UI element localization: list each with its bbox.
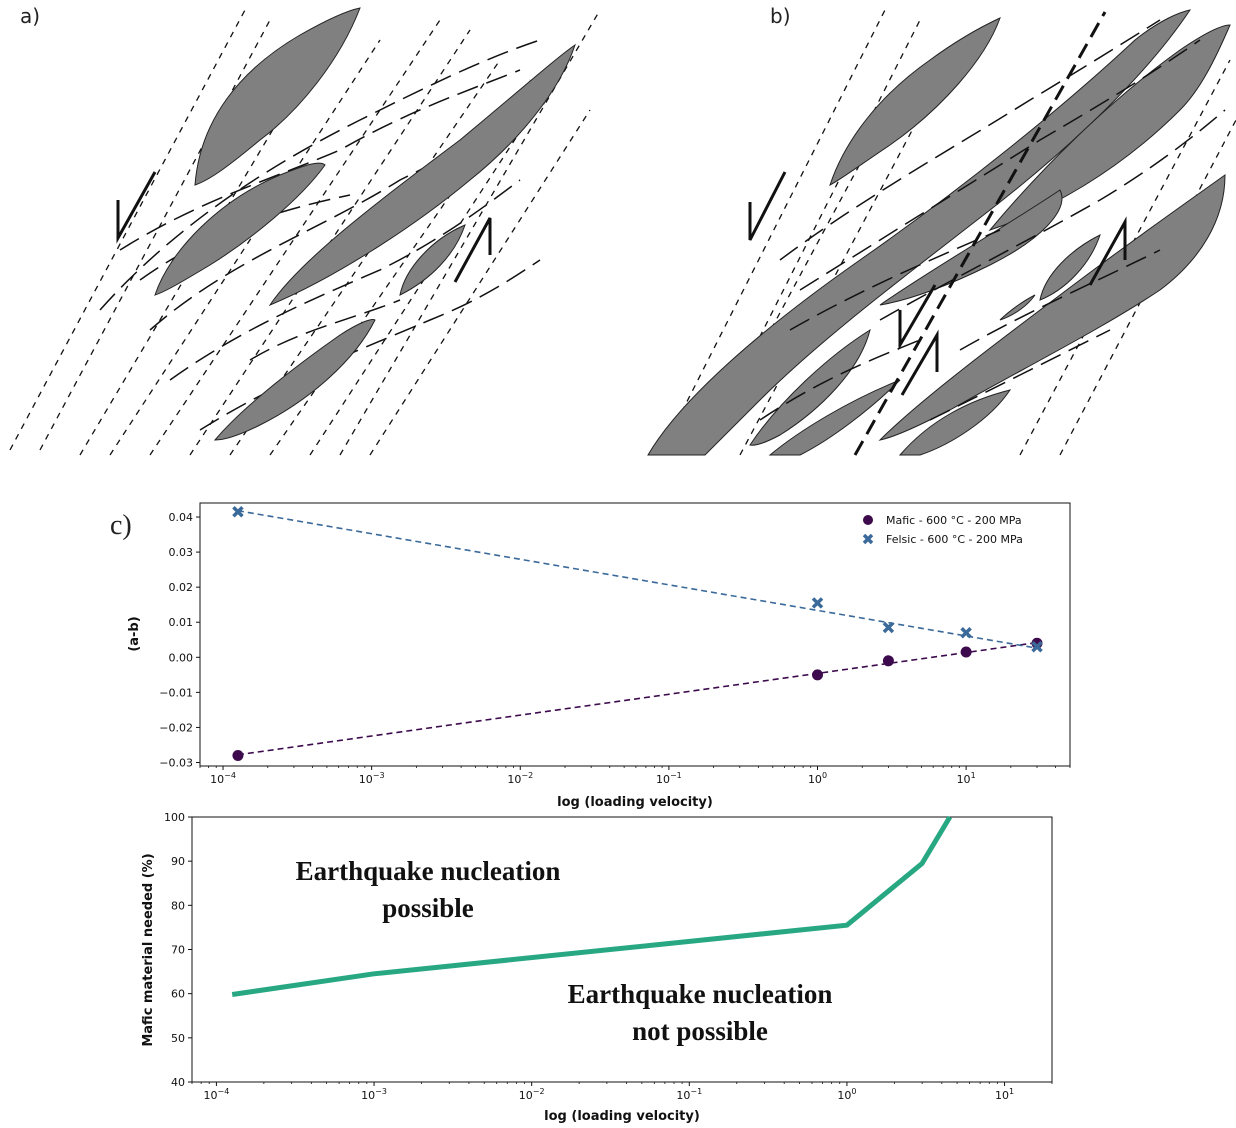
felsic-point-3 [960,627,972,639]
mafic-point-0 [232,749,244,761]
top-xtick-label-3: 10−1 [656,771,682,786]
mafic-point-1 [811,669,823,681]
shear-sense-arrows-a [116,171,492,283]
legend-felsic-label: Felsic - 600 °C - 200 MPa [886,533,1023,546]
y-axis-label-top: (a-b) [127,616,142,651]
mafic-point-2 [882,655,894,667]
region-possible-line2: possible [382,893,474,923]
panel-a-label: a) [20,4,41,28]
top-ytick-label-1: 0.03 [169,546,194,559]
top-ytick-label-2: 0.02 [169,581,194,594]
bot-xtick-label-0: 10−4 [204,1087,230,1102]
x-axis-label-bottom: log (loading velocity) [544,1109,700,1124]
shear-zone-sketch-a [9,7,601,456]
top-xtick-label-1: 10−3 [359,771,385,786]
top-xtick-label-2: 10−2 [507,771,533,786]
top-xtick-label-0: 10−4 [210,771,236,786]
mafic-point-3 [960,646,972,658]
felsic-point-0 [232,506,244,518]
mafic-lenses-b [647,9,1231,456]
region-possible-line1: Earthquake nucleation [296,856,561,886]
bot-xtick-label-4: 100 [837,1087,856,1102]
region-not-possible-line1: Earthquake nucleation [568,979,833,1009]
top-ytick-label-4: 0.00 [169,651,194,664]
y-axis-label-bottom: Mafic material needed (%) [141,853,156,1046]
x-axis-label-top: log (loading velocity) [557,795,713,810]
panel-c-label: c) [110,510,132,541]
top-ytick-label-5: −0.01 [159,686,193,699]
felsic-point-2 [882,621,895,634]
bot-ytick-label-4: 60 [171,988,185,1001]
bot-xtick-label-2: 10−2 [519,1087,545,1102]
felsic-point-1 [811,597,824,609]
shear-sense-arrows-b [748,171,1127,396]
mafic-needed-chart: 10−4 10−3 10−2 10−1 100 101 100 90 80 70 60 50 40 Ea… [141,811,1053,1124]
felsic-point-4 [1031,641,1043,653]
top-ytick-label-0: 0.04 [169,511,194,524]
region-not-possible-line2: not possible [632,1016,768,1046]
top-xtick-label-4: 100 [808,771,827,786]
threshold-line [231,815,953,997]
shear-zone-sketch-b [647,9,1236,456]
panel-b-label: b) [770,4,791,28]
legend-mafic-marker [863,515,873,525]
bot-ytick-label-1: 90 [171,855,185,868]
anastomosing-lines-b [759,19,1226,421]
fault-line-b [853,11,1107,456]
bot-xtick-label-3: 10−1 [676,1087,702,1102]
felsic-fit-line [237,509,1038,649]
a-minus-b-chart: 10−4 10−3 10−2 10−1 100 101 0.04 0.03 0.02 0.01 0.… [127,502,1071,810]
top-xtick-label-5: 101 [957,771,976,786]
bot-xtick-label-1: 10−3 [361,1087,387,1102]
legend-mafic-label: Mafic - 600 °C - 200 MPa [886,514,1022,527]
plot-frame-top [199,502,1071,767]
bot-ytick-label-3: 70 [171,944,185,957]
top-ytick-label-6: −0.02 [159,721,193,734]
bot-ytick-label-0: 100 [164,811,185,824]
top-ytick-label-7: −0.03 [159,756,193,769]
mafic-lenses-a [154,7,576,441]
top-ytick-label-3: 0.01 [169,616,194,629]
bot-ytick-label-6: 40 [171,1076,185,1089]
legend-felsic-marker [862,533,874,545]
bot-ytick-label-2: 80 [171,899,185,912]
legend: Mafic - 600 °C - 200 MPa Felsic - 600 °C… [862,514,1023,546]
mafic-fit-line [237,641,1038,756]
bot-xtick-label-5: 101 [995,1087,1014,1102]
bot-ytick-label-5: 50 [171,1032,185,1045]
